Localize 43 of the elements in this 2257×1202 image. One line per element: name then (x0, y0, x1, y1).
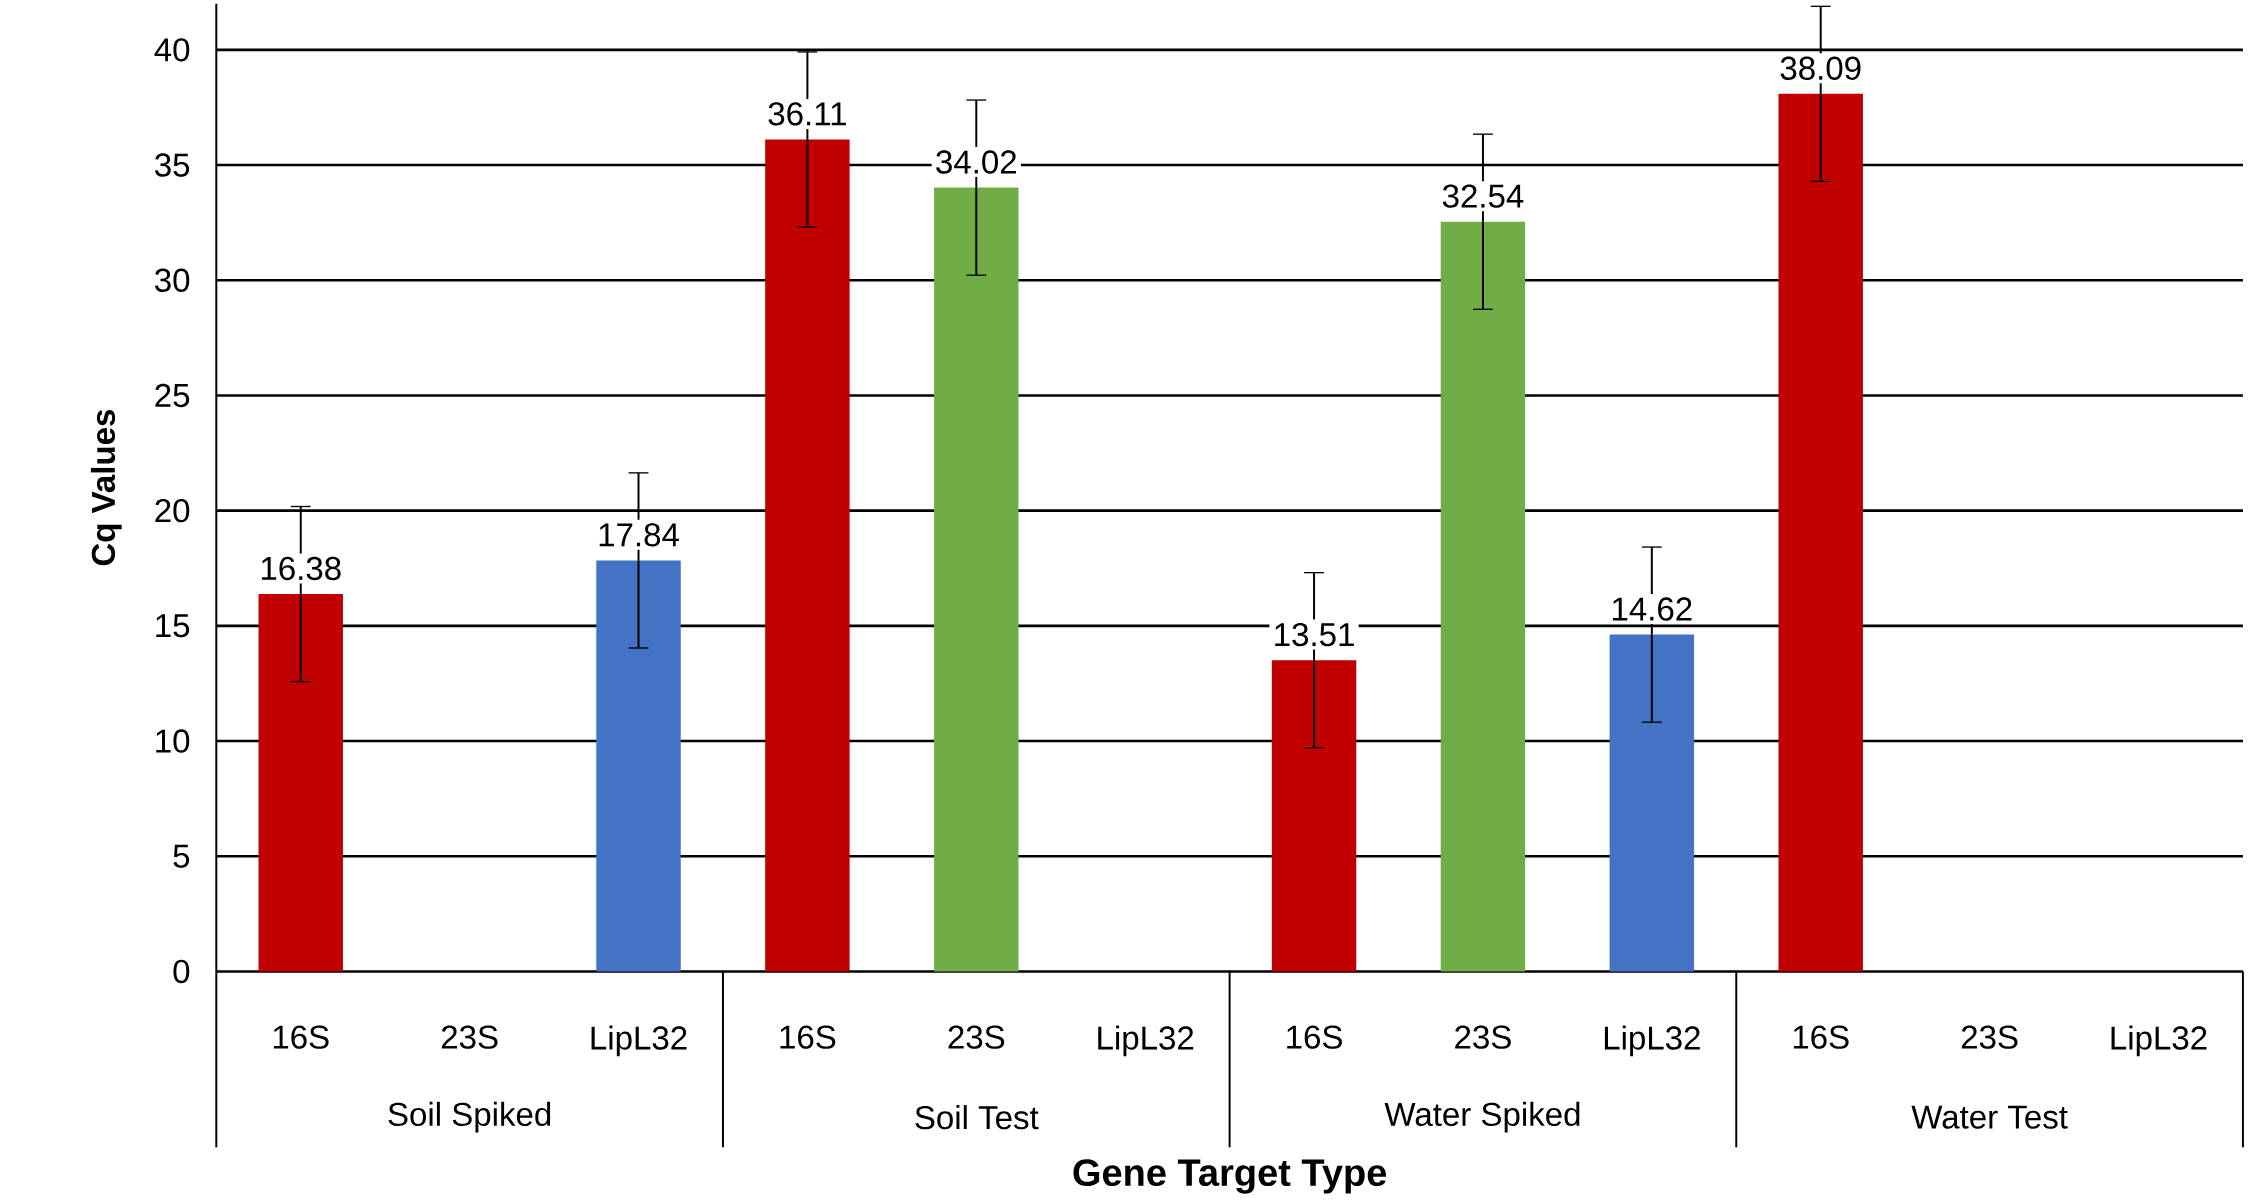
data-label: 36.11 (768, 102, 846, 126)
data-label: 14.62 (1613, 597, 1692, 621)
y-tick-label: 30 (155, 268, 190, 292)
y-tick-label: 20 (155, 499, 190, 523)
bar (596, 560, 681, 972)
y-tick-label: 35 (155, 153, 190, 177)
x-tick-label: LipL32 (2111, 1025, 2207, 1057)
x-axis-title: Gene Target Type (1073, 1159, 1387, 1194)
y-tick-label: 15 (156, 614, 190, 638)
text: Soil Test (915, 1105, 1039, 1130)
bar (765, 139, 850, 972)
data-label: 16.38 (261, 556, 341, 581)
data-label: 17.84 (599, 523, 679, 547)
text: Water Test (1911, 1105, 2068, 1129)
bar (1440, 221, 1526, 972)
x-tick-label: 23S (441, 1025, 498, 1049)
text: Water Spiked (1384, 1101, 1580, 1133)
x-tick-label: 16S (1793, 1025, 1849, 1049)
y-tick-label: 25 (155, 383, 190, 408)
y-axis-title: Cq Values (90, 410, 122, 566)
y-tick-label: 40 (154, 38, 190, 62)
bar (1778, 93, 1863, 972)
y-tick-label: 5 (173, 844, 190, 868)
data-label: 32.54 (1442, 184, 1524, 208)
x-tick-label: 23S (1455, 1025, 1511, 1049)
x-tick-label: LipL32 (591, 1025, 687, 1057)
x-tick-label: 16S (1287, 1025, 1342, 1049)
bar (1609, 634, 1695, 972)
bar (934, 187, 1019, 972)
text: Soil Spiked (388, 1101, 551, 1133)
bar (258, 594, 343, 972)
y-tick-label: 10 (156, 729, 190, 753)
x-tick-label: LipL32 (1098, 1025, 1194, 1057)
data-label: 38.09 (1780, 56, 1861, 81)
data-label: 13.51 (1275, 622, 1354, 647)
y-tick-label: 0 (173, 959, 190, 984)
x-tick-label: 16S (780, 1025, 836, 1049)
bar (1271, 660, 1357, 972)
x-tick-label: LipL32 (1604, 1025, 1700, 1057)
x-tick-label: 16S (273, 1025, 329, 1049)
x-tick-label: 23S (1961, 1025, 2018, 1049)
x-tick-label: 23S (948, 1025, 1005, 1049)
data-label: 34.02 (936, 150, 1016, 174)
